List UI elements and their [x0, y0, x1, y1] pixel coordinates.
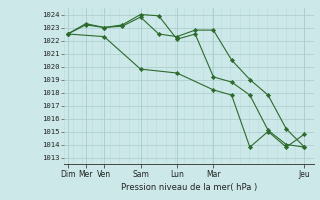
X-axis label: Pression niveau de la mer( hPa ): Pression niveau de la mer( hPa ) — [121, 183, 257, 192]
